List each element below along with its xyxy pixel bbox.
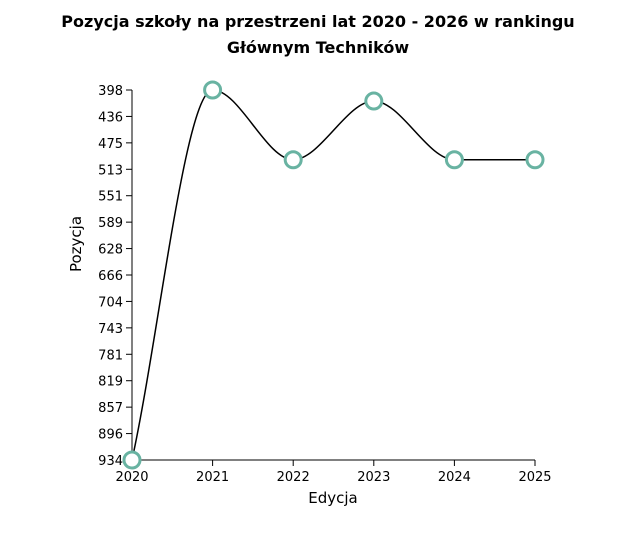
y-tick-label: 589 — [98, 216, 123, 231]
data-point — [283, 150, 303, 170]
axes: 398 436 475 513 551 589 628 666 704 743 781 819 857 8… — [98, 84, 551, 485]
chart-title-line-1: Pozycja szkoły na przestrzeni lat 2020 -… — [61, 12, 574, 31]
x-tick-label: 2022 — [277, 470, 310, 485]
y-tick-label: 551 — [98, 190, 123, 205]
y-tick-label: 781 — [98, 348, 123, 363]
data-point — [525, 150, 545, 170]
y-tick-label: 436 — [98, 110, 123, 125]
y-tick-label: 857 — [98, 401, 123, 416]
y-tick-label: 934 — [98, 454, 123, 469]
data-point — [364, 91, 384, 111]
x-tick-label: 2024 — [438, 470, 471, 485]
y-tick-label: 896 — [98, 428, 123, 443]
series-line — [131, 89, 535, 461]
x-axis-label: Edycja — [308, 489, 357, 507]
y-tick-label: 513 — [98, 163, 123, 178]
y-tick-label: 475 — [98, 137, 123, 152]
plot-area — [122, 80, 545, 470]
y-tick-label: 628 — [98, 243, 123, 258]
y-tick-label: 743 — [98, 322, 123, 337]
x-tick-label: 2023 — [357, 470, 390, 485]
x-tick-label: 2021 — [196, 470, 229, 485]
data-point — [122, 450, 142, 470]
y-tick-label: 398 — [98, 84, 123, 99]
y-tick-label: 666 — [98, 269, 123, 284]
data-point — [444, 150, 464, 170]
data-point — [203, 80, 223, 100]
chart-title-line-2: Głównym Techników — [227, 38, 410, 57]
x-tick-label: 2025 — [518, 470, 551, 485]
y-tick-label: 819 — [98, 375, 123, 390]
y-axis-label: Pozycja — [67, 216, 85, 272]
x-tick-label: 2020 — [115, 470, 148, 485]
y-tick-label: 704 — [98, 295, 123, 310]
